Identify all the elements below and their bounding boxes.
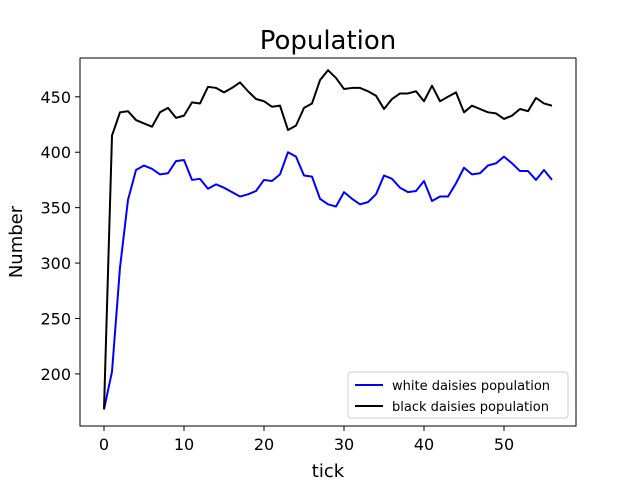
x-tick-label: 20: [254, 435, 274, 454]
y-tick-label: 450: [40, 88, 71, 107]
x-tick-label: 50: [494, 435, 514, 454]
x-tick-label: 0: [99, 435, 109, 454]
y-axis-label: Number: [6, 205, 27, 278]
plot-frame: [79, 57, 577, 427]
y-tick-label: 250: [40, 309, 71, 328]
x-tick-label: 30: [334, 435, 354, 454]
axis-ticks: 0 10 20 30 40 50 200 250 300 350 400 450: [40, 88, 514, 454]
y-tick-label: 350: [40, 199, 71, 218]
legend-box: [347, 371, 569, 419]
y-tick-label: 200: [40, 365, 71, 384]
y-tick-label: 400: [40, 143, 71, 162]
legend-label: black daisies population: [392, 400, 549, 415]
x-tick-label: 40: [414, 435, 434, 454]
series-line-white-daisies: [103, 151, 553, 410]
chart-title: Population: [260, 26, 397, 56]
plot-area: [103, 69, 553, 410]
series-line-black-daisies: [103, 69, 553, 410]
y-tick-label: 300: [40, 254, 71, 273]
legend-label: white daisies population: [392, 379, 550, 394]
x-axis-label: tick: [312, 461, 345, 480]
x-tick-label: 10: [174, 435, 194, 454]
legend: white daisies population black daisies po…: [347, 371, 569, 419]
